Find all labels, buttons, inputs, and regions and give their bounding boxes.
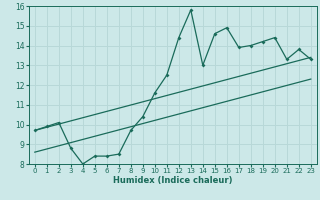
- X-axis label: Humidex (Indice chaleur): Humidex (Indice chaleur): [113, 176, 233, 185]
